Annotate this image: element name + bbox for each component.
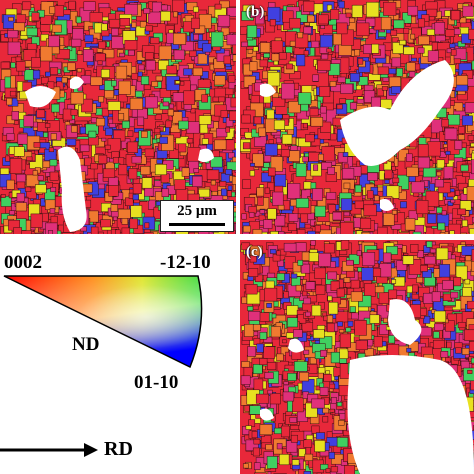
- scale-bar-label: 25 μm: [177, 203, 217, 219]
- grain-map-a: [0, 0, 236, 234]
- panel-label-c: (c): [246, 244, 263, 260]
- scale-bar: 25 μm: [160, 200, 234, 232]
- ebsd-map-c: (c): [240, 240, 474, 474]
- rd-label: RD: [104, 438, 133, 460]
- grain-map-c: [240, 240, 474, 474]
- grain-map-b: [240, 0, 474, 234]
- ebsd-map-b: (b): [240, 0, 474, 234]
- pole-0002-label: 0002: [4, 252, 42, 273]
- panel-label-b: (b): [246, 4, 265, 20]
- rd-arrow-icon: [0, 443, 98, 457]
- ebsd-map-a: 25 μm: [0, 0, 236, 234]
- ipf-triangle: [3, 275, 203, 369]
- pole-12-10-label: -12-10: [160, 252, 211, 273]
- pole-01-10-label: 01-10: [134, 372, 179, 393]
- nd-label: ND: [72, 334, 100, 355]
- scale-bar-line: [169, 223, 225, 226]
